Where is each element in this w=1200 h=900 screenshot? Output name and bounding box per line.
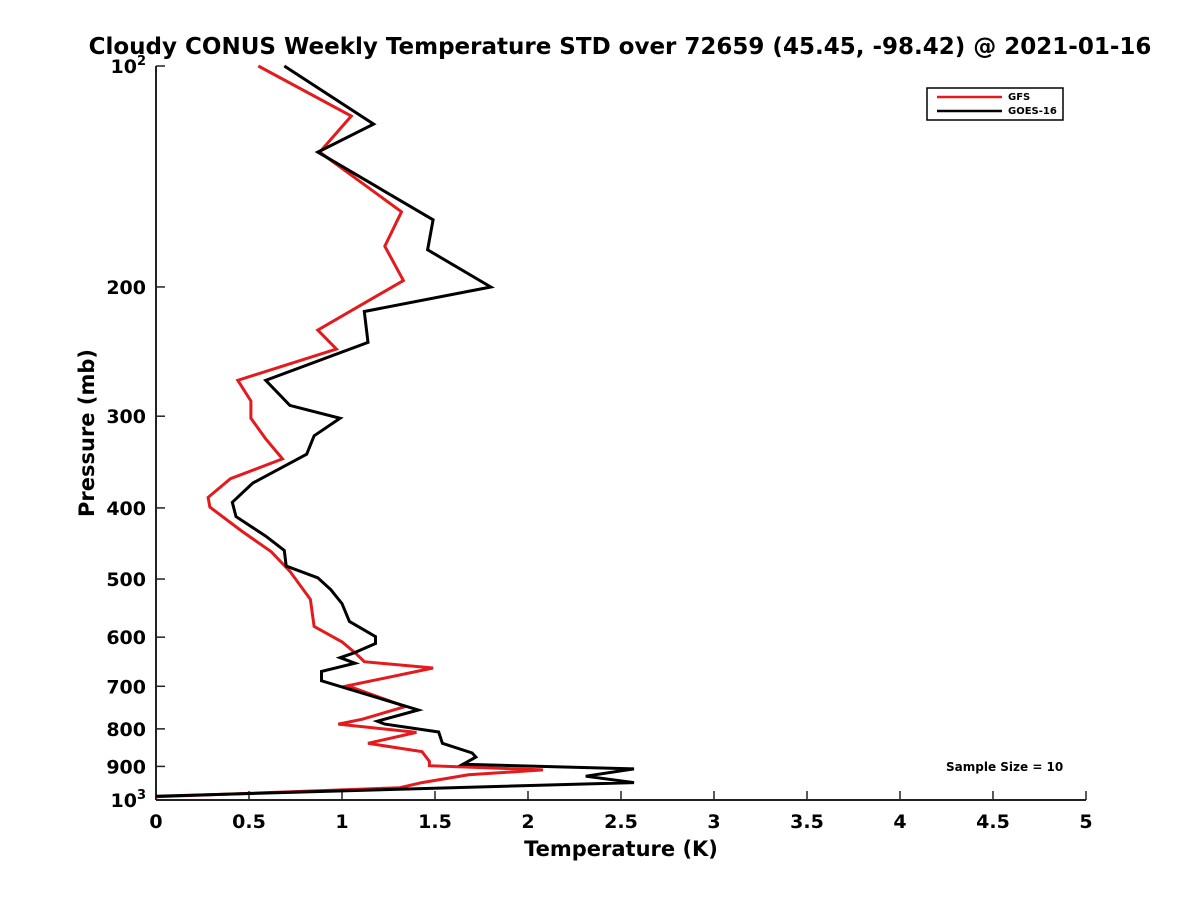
y-tick-label-base: 400 bbox=[106, 498, 146, 520]
chart-title: Cloudy CONUS Weekly Temperature STD over… bbox=[89, 34, 1152, 60]
y-tick-label: 600 bbox=[106, 627, 146, 649]
sample-size-annotation: Sample Size = 10 bbox=[946, 760, 1063, 774]
series-line-gfs bbox=[155, 64, 543, 799]
y-tick-label: 102 bbox=[111, 54, 147, 78]
x-tick-label: 3 bbox=[707, 811, 720, 833]
y-tick-label: 900 bbox=[106, 756, 146, 778]
y-tick-label-base: 700 bbox=[106, 676, 146, 698]
y-tick-label-base: 10 bbox=[111, 790, 137, 812]
series-line-goes16 bbox=[155, 64, 635, 798]
x-tick-label: 2 bbox=[521, 811, 534, 833]
y-tick-label-base: 10 bbox=[111, 56, 137, 78]
y-tick-label: 400 bbox=[106, 498, 146, 520]
x-axis-ticks: 0 0.5 1 1.5 2 2.5 3 3.5 4 4.5 5 bbox=[149, 791, 1093, 833]
y-tick-label-base: 300 bbox=[106, 406, 146, 428]
x-tick-label: 2.5 bbox=[604, 811, 638, 833]
x-tick-label: 0 bbox=[149, 811, 162, 833]
y-tick-label: 103 bbox=[111, 788, 147, 812]
x-tick-label: 5 bbox=[1079, 811, 1092, 833]
y-tick-label: 700 bbox=[106, 676, 146, 698]
legend-label-goes16: GOES-16 bbox=[1008, 106, 1057, 117]
series-lines bbox=[155, 64, 635, 799]
y-tick-label-base: 900 bbox=[106, 756, 146, 778]
y-tick-label-exponent: 2 bbox=[137, 54, 146, 69]
y-tick-label: 800 bbox=[106, 719, 146, 741]
x-tick-label: 4 bbox=[893, 811, 906, 833]
y-tick-label-base: 600 bbox=[106, 627, 146, 649]
y-tick-label: 200 bbox=[106, 277, 146, 299]
y-tick-label-base: 800 bbox=[106, 719, 146, 741]
x-tick-label: 1 bbox=[335, 811, 348, 833]
x-tick-label: 3.5 bbox=[790, 811, 824, 833]
legend-box bbox=[926, 87, 1064, 121]
y-axis-label: Pressure (mb) bbox=[75, 349, 99, 517]
plot-area bbox=[155, 66, 1086, 801]
y-tick-label: 300 bbox=[106, 406, 146, 428]
x-tick-label: 4.5 bbox=[976, 811, 1010, 833]
y-tick-label: 500 bbox=[106, 569, 146, 591]
x-axis-label: Temperature (K) bbox=[524, 837, 718, 861]
legend: GFS GOES-16 bbox=[926, 87, 1064, 121]
x-tick-label: 1.5 bbox=[418, 811, 452, 833]
x-tick-label: 0.5 bbox=[232, 811, 266, 833]
y-tick-label-exponent: 3 bbox=[137, 788, 146, 803]
y-tick-label-base: 200 bbox=[106, 277, 146, 299]
y-tick-label-base: 500 bbox=[106, 569, 146, 591]
legend-label-gfs: GFS bbox=[1008, 92, 1030, 103]
